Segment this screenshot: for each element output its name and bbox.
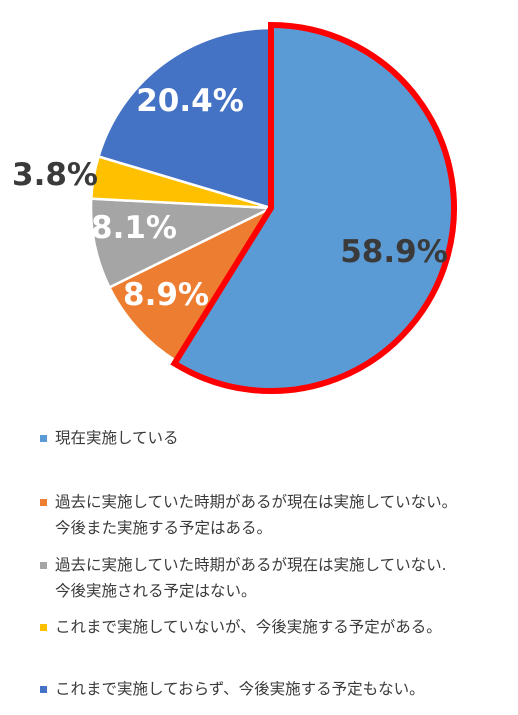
pie-slices: [89, 23, 456, 393]
legend-label: 現在実施している: [55, 429, 179, 447]
legend-item-never-no-plan: これまで実施しておらず、今後実施する予定もない。: [40, 676, 510, 702]
pie-slice-3: [89, 197, 273, 289]
data-label-2: 8.9%: [123, 277, 209, 313]
legend-marker: [40, 435, 47, 442]
legend-item-past-will-resume: 過去に実施していた時期があるが現在は実施していない。 今後また実施する予定はある…: [40, 489, 510, 541]
pie-slice-5: [97, 26, 273, 210]
highlight-border: [170, 21, 458, 394]
legend-marker: [40, 624, 47, 631]
legend-item-past-no-plan: 過去に実施していた時期があるが現在は実施していない. 今後実施される予定はない。: [40, 552, 510, 604]
legend-label: 過去に実施していた時期があるが現在は実施していない。 今後また実施する予定はある…: [55, 493, 458, 537]
legend-label: これまで実施していないが、今後実施する予定がある。: [55, 618, 442, 636]
legend-label: 過去に実施していた時期があるが現在は実施していない. 今後実施される予定はない。: [55, 556, 447, 600]
data-label-5: 20.4%: [136, 83, 244, 119]
legend-label: これまで実施しておらず、今後実施する予定もない。: [55, 680, 425, 698]
data-labels: 58.9% 8.9% 8.1% 3.8% 20.4%: [12, 83, 448, 313]
data-label-4: 3.8%: [12, 157, 98, 193]
legend-marker: [40, 499, 47, 506]
legend-item-never-will-start: これまで実施していないが、今後実施する予定がある。: [40, 614, 510, 640]
data-label-3: 8.1%: [91, 210, 177, 246]
highlight-outline: [170, 21, 458, 394]
pie-chart: 58.9% 8.9% 8.1% 3.8% 20.4%: [12, 21, 458, 394]
legend-marker: [40, 686, 47, 693]
legend-marker: [40, 562, 47, 569]
legend-item-currently-implementing: 現在実施している: [40, 425, 510, 451]
data-label-1: 58.9%: [340, 234, 448, 270]
